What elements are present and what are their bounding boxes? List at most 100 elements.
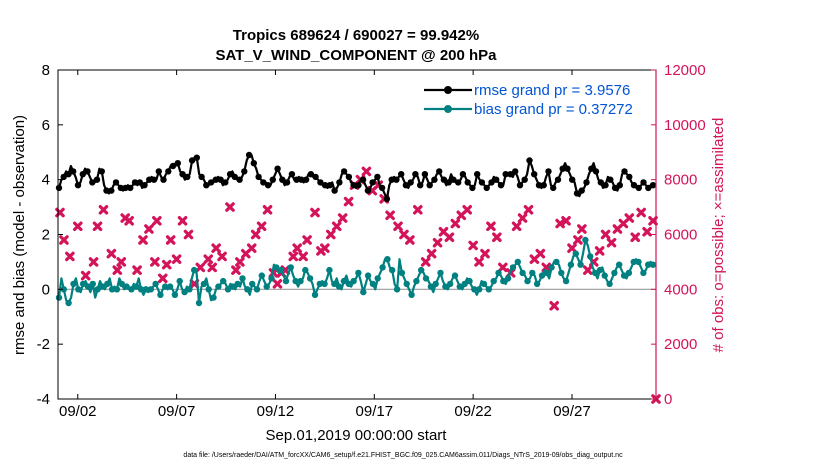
bias-point: [432, 280, 439, 288]
x-tick-label: 09/12: [257, 403, 295, 420]
obs-marker: [217, 251, 227, 262]
obs-marker: [420, 257, 431, 267]
obs-marker-glyph: [211, 243, 221, 254]
obs-marker-glyph: [444, 232, 455, 243]
bias-point: [133, 283, 140, 290]
rmse-point: [264, 182, 272, 189]
right-axis-ticks: 12000 10000 8000 6000 4000 2000 0: [651, 62, 706, 408]
bias-point: [471, 286, 478, 293]
obs-marker: [88, 257, 99, 267]
bias-point: [529, 269, 536, 277]
bias-point: [239, 275, 246, 282]
rmse-point: [626, 173, 633, 181]
right-tick-label: 12000: [664, 62, 706, 79]
obs-marker-glyph: [600, 229, 611, 240]
obs-marker: [59, 235, 69, 245]
rmse-point: [155, 168, 162, 175]
rmse-point: [131, 179, 139, 186]
bias-point: [393, 286, 401, 293]
rmse-point: [74, 182, 82, 189]
bias-point: [108, 286, 116, 293]
obs-marker-glyph: [207, 262, 217, 273]
rmse-point: [469, 184, 476, 192]
rmse-point: [103, 187, 110, 194]
obs-marker-glyph: [412, 205, 423, 215]
bias-point: [538, 272, 546, 279]
bias-point: [490, 277, 497, 285]
bias-point: [104, 280, 111, 288]
obs-marker-glyph: [426, 248, 437, 259]
legend-bias-marker: [444, 105, 452, 113]
rmse-point: [359, 176, 367, 183]
legend: rmse grand pr = 3.9576 bias grand pr = 0…: [418, 76, 650, 120]
bias-point: [451, 272, 459, 279]
obs-marker: [310, 207, 320, 218]
bias-point: [205, 286, 212, 293]
obs-marker-glyph: [262, 205, 273, 215]
bias-point: [142, 286, 150, 293]
bias-point: [253, 286, 261, 293]
bias-point: [379, 264, 386, 271]
obs-marker: [468, 240, 478, 251]
rmse-point: [431, 176, 438, 183]
obs-marker: [573, 235, 583, 245]
bias-point: [616, 261, 623, 268]
bias-point: [113, 286, 121, 293]
rmse-point: [65, 171, 72, 178]
x-tick-label: 09/07: [158, 403, 196, 420]
bias-point: [649, 261, 657, 268]
rmse-point: [407, 179, 414, 186]
rmse-series: [55, 151, 657, 203]
left-tick-label: 4: [42, 172, 50, 189]
obs-marker-glyph: [636, 207, 646, 218]
bias-point: [123, 283, 130, 290]
left-axis-ticks: 8 6 4 2 0 -2 -4: [37, 62, 63, 408]
rmse-point: [526, 157, 533, 164]
obs-marker-glyph: [165, 235, 176, 245]
obs-marker: [124, 215, 134, 226]
bias-point: [519, 269, 526, 277]
rmse-point: [540, 182, 547, 189]
rmse-point: [531, 171, 538, 178]
obs-marker-glyph: [492, 232, 502, 243]
rmse-point: [174, 160, 181, 167]
rmse-point: [464, 179, 471, 186]
rmse-point: [193, 154, 200, 161]
obs-marker: [231, 265, 241, 275]
bias-point: [258, 272, 265, 279]
rmse-point: [374, 173, 381, 181]
bias-point: [316, 280, 323, 288]
bias-point: [567, 261, 575, 268]
bias-point: [268, 275, 275, 282]
bias-point: [195, 299, 203, 307]
obs-marker: [648, 215, 658, 226]
obs-marker-glyph: [183, 229, 194, 240]
x-tick-label: 09/17: [356, 403, 394, 420]
obs-marker: [361, 166, 372, 177]
rmse-point: [478, 179, 486, 186]
obs-marker-glyph: [642, 226, 652, 237]
bias-point: [84, 283, 92, 290]
bias-point: [398, 269, 406, 277]
bias-point: [476, 286, 483, 293]
bias-point: [210, 294, 217, 301]
bias-point: [65, 299, 72, 307]
bias-point: [437, 269, 444, 277]
rmse-point: [621, 168, 628, 175]
bias-point: [572, 250, 579, 257]
obs-marker: [480, 248, 490, 259]
obs-marker-glyph: [648, 215, 658, 226]
rmse-point: [60, 173, 67, 181]
rmse-point: [340, 168, 348, 175]
obs-marker-glyph: [152, 215, 162, 226]
bias-point: [466, 277, 473, 285]
right-tick-label: 10000: [664, 117, 706, 134]
rmse-point: [398, 171, 405, 178]
obs-marker-glyph: [59, 235, 69, 245]
obs-marker-glyph: [298, 251, 308, 262]
obs-marker-glyph: [256, 221, 267, 232]
obs-marker-glyph: [65, 251, 75, 262]
legend-bias-label: bias grand pr = 0.37272: [474, 101, 633, 118]
bias-point: [533, 280, 541, 288]
obs-marker: [385, 210, 395, 221]
